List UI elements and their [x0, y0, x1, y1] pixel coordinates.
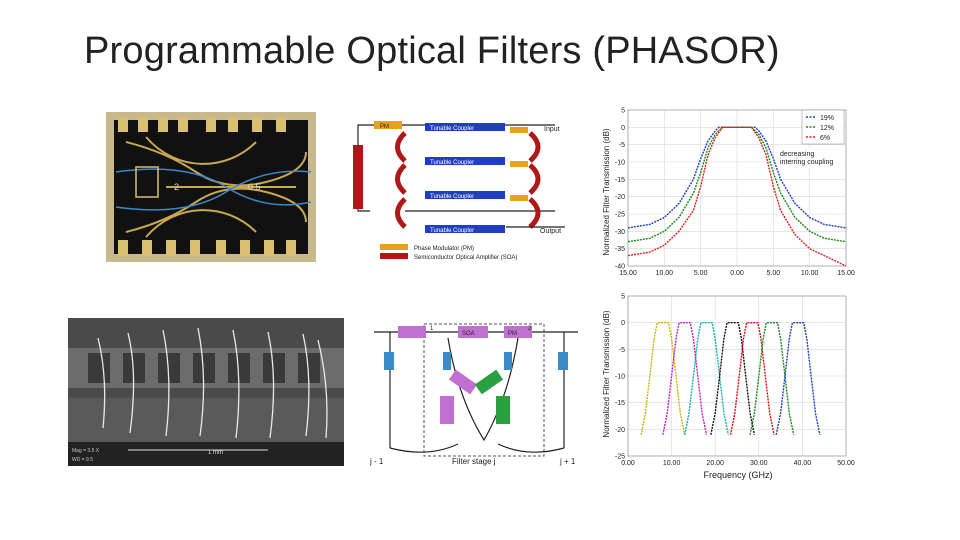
y-tick-label: -20	[615, 194, 625, 201]
y-tick-label: -40	[615, 264, 625, 271]
chart-annotation: decreasing interring coupling	[780, 151, 833, 166]
legend-entry: 19%	[820, 115, 834, 122]
y-tick-label: -5	[619, 347, 625, 354]
x-tick-label: 0.00	[621, 460, 635, 467]
x-tick-label: 0.00	[730, 270, 744, 277]
y-axis-label: Normalized Filter Transmission (dB)	[602, 310, 611, 437]
x-tick-label: 10.00	[663, 460, 681, 467]
y-tick-label: -20	[615, 427, 625, 434]
y-tick-label: 0	[621, 125, 625, 132]
x-axis-label: Frequency (GHz)	[703, 470, 772, 480]
annotation-line: decreasing	[780, 151, 814, 158]
y-tick-label: -25	[615, 212, 625, 219]
pm-label: PM	[508, 331, 517, 337]
filter-stage-schematic: SOA PM 1 2 j - 1 Filter stage j j + 1	[369, 323, 578, 466]
x-tick-label: 20.00	[706, 460, 724, 467]
coupler-label: Tunable Coupler	[430, 126, 474, 132]
chip-photo: 2 0.5	[106, 112, 316, 262]
x-tick-label: 10.00	[656, 270, 674, 277]
sem-wd: WD = 9.5	[72, 457, 93, 463]
sem-photo: 1 mm Mag = 3.5 X WD = 9.5	[68, 318, 344, 466]
filter-response-chart-top: Normalized Filter Transmission (dB) 15.0…	[602, 108, 855, 278]
series-line	[627, 126, 847, 267]
stage-label: Filter stage j	[452, 457, 496, 466]
x-tick-label: 50.00	[837, 460, 855, 467]
soa-label: SOA	[462, 331, 475, 337]
legend-entry: 6%	[820, 135, 830, 142]
series-line	[662, 322, 708, 435]
y-tick-label: -35	[615, 246, 625, 253]
y-tick-label: 0	[621, 320, 625, 327]
y-axis-label: Normalized Filter Transmission (dB)	[602, 128, 611, 255]
x-tick-label: 5.00	[694, 270, 708, 277]
input-label: Input	[544, 126, 560, 133]
y-tick-label: 5	[621, 294, 625, 301]
y-tick-label: -25	[615, 454, 625, 461]
y-tick-label: -10	[615, 374, 625, 381]
sem-mag: Mag = 3.5 X	[72, 448, 100, 454]
x-tick-label: 15.00	[837, 270, 855, 277]
svg-text:0.5: 0.5	[248, 182, 261, 192]
svg-text:2: 2	[174, 182, 179, 192]
sem-scale: 1 mm	[208, 450, 223, 456]
y-tick-label: -15	[615, 400, 625, 407]
series-line	[640, 322, 686, 435]
series-line	[775, 322, 821, 435]
y-tick-label: -10	[615, 160, 625, 167]
x-tick-label: 30.00	[750, 460, 768, 467]
coupler-label: Tunable Coupler	[430, 228, 474, 234]
plot-frame	[627, 295, 847, 457]
pm-label: PM	[380, 124, 389, 130]
plot-frame	[627, 109, 847, 267]
annotation-line: interring coupling	[780, 159, 833, 166]
y-tick-label: -30	[615, 229, 625, 236]
output-label: Output	[540, 228, 561, 235]
y-tick-label: -5	[619, 142, 625, 149]
y-tick-label: -15	[615, 177, 625, 184]
tag-2: 2	[528, 326, 532, 332]
series-line	[684, 322, 729, 435]
series-line	[710, 322, 756, 435]
tag-1: 1	[430, 326, 434, 332]
coupler-label: Tunable Coupler	[430, 194, 474, 200]
chart-legend: 19% 12% 6%	[801, 109, 845, 145]
x-tick-label: 5.00	[767, 270, 781, 277]
legend-soa: Semiconductor Optical Amplifier (SOA)	[414, 255, 517, 261]
legend-pm: Phase Modulator (PM)	[414, 246, 474, 252]
y-tick-label: 5	[621, 108, 625, 115]
stage-left-label: j - 1	[369, 457, 384, 466]
coupler-stack: Tunable Coupler Tunable Coupler Tunable …	[395, 123, 541, 234]
coupler-label: Tunable Coupler	[430, 160, 474, 166]
x-tick-label: 40.00	[794, 460, 812, 467]
stage-right-label: j + 1	[559, 457, 576, 466]
slide-title: Programmable Optical Filters (PHASOR)	[84, 30, 780, 72]
filter-schematic-top: PM Tunable Coupler Tunable Coupler Tunab…	[353, 121, 565, 261]
series-line	[749, 322, 795, 435]
legend-entry: 12%	[820, 125, 834, 132]
x-tick-label: 15.00	[619, 270, 637, 277]
filter-response-chart-bottom: Normalized Filter Transmission (dB) Freq…	[602, 294, 855, 481]
series-line	[729, 322, 775, 435]
x-tick-label: 10.00	[801, 270, 819, 277]
